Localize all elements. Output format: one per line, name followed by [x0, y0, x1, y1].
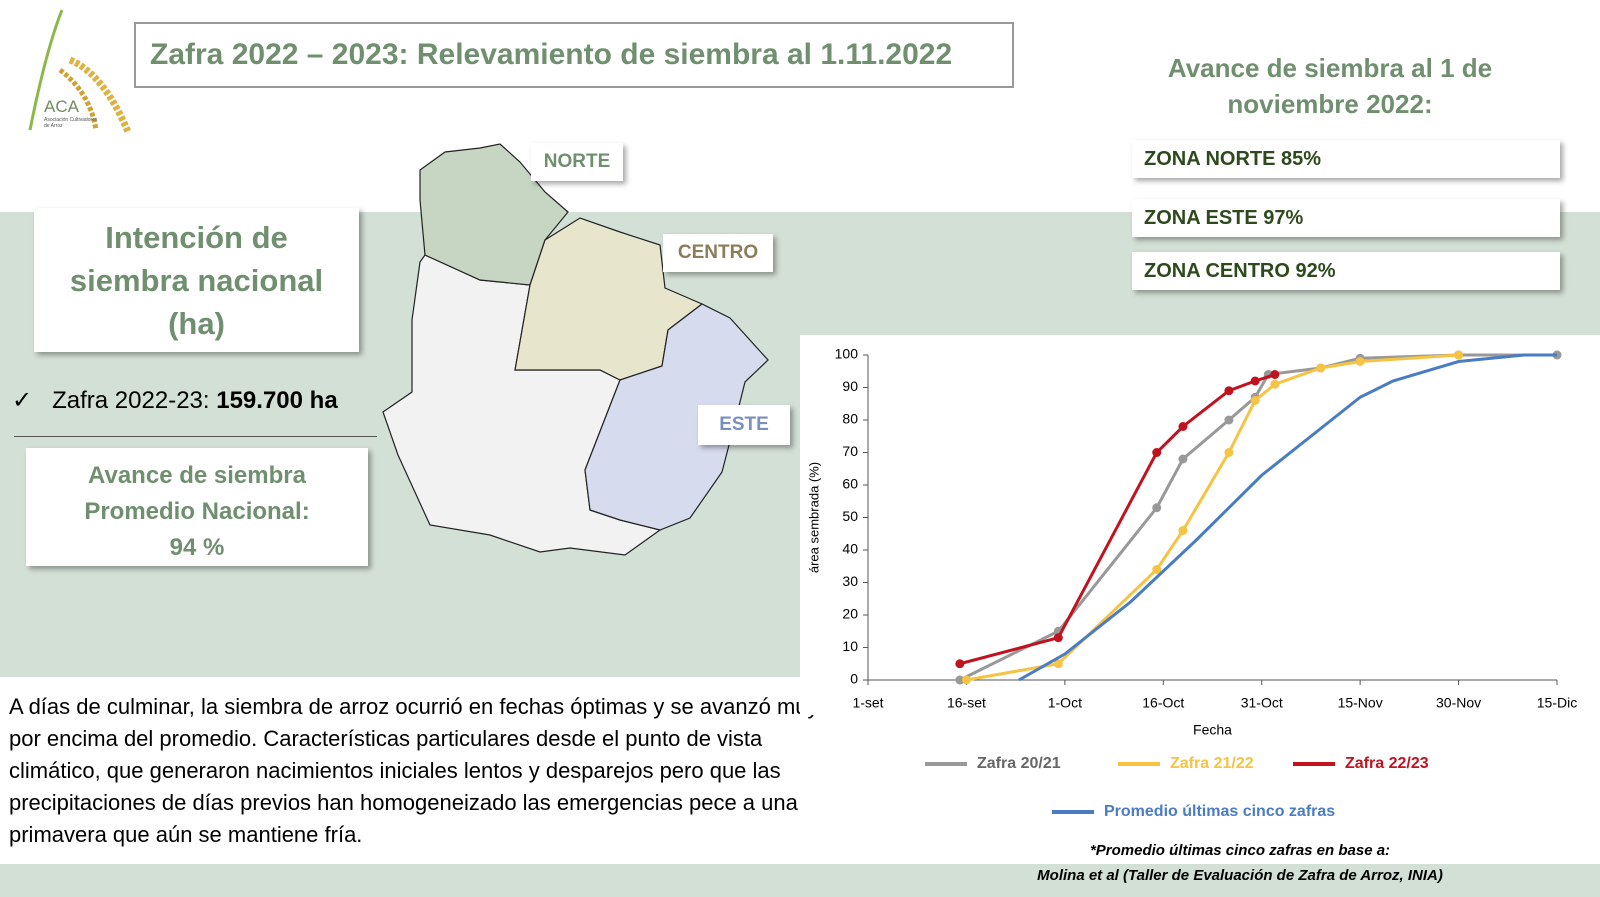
- point: [1454, 350, 1464, 360]
- map-label: ESTE: [698, 405, 790, 445]
- point: [1053, 659, 1063, 669]
- footnote-line: Molina et al (Taller de Evaluación de Za…: [1037, 867, 1443, 884]
- legend-label: Promedio últimas cinco zafras: [1104, 803, 1335, 820]
- y-tick-label: 40: [842, 541, 858, 557]
- logo-graphic: [28, 9, 132, 134]
- point: [1224, 386, 1234, 396]
- x-tick-label: 15-Dic: [1537, 695, 1577, 711]
- y-tick-label: 90: [842, 378, 858, 394]
- zone-item: ZONA CENTRO 92%: [1132, 252, 1560, 290]
- point: [961, 675, 971, 685]
- chart-bg: [800, 335, 1600, 715]
- y-tick-label: 0: [850, 671, 858, 687]
- footnote-line: *Promedio últimas cinco zafras en base a…: [1089, 842, 1391, 859]
- x-tick-label: 15-Nov: [1338, 695, 1383, 711]
- x-axis-label: Fecha: [1193, 722, 1232, 738]
- y-tick-label: 80: [842, 411, 858, 427]
- intention-title: Intención de siembra nacional (ha): [34, 208, 359, 352]
- national-value: 94 %: [169, 534, 225, 561]
- point: [1270, 370, 1280, 379]
- point: [955, 659, 965, 669]
- region-este: [584, 303, 769, 531]
- x-tick-label: 1-Oct: [1048, 695, 1082, 711]
- point: [1250, 396, 1260, 405]
- map-label: NORTE: [531, 143, 623, 181]
- point: [1224, 448, 1234, 457]
- intention-item: ✓ Zafra 2022-23: 159.700 ha: [12, 387, 338, 414]
- footnote: *Promedio últimas cinco zafras en base a…: [960, 838, 1520, 888]
- zones-title: Avance de siembra al 1 de noviembre 2022…: [1167, 53, 1493, 119]
- point: [1250, 376, 1260, 386]
- legend-label: Zafra 20/21: [977, 755, 1061, 772]
- zone-item: ZONA NORTE 85%: [1132, 140, 1560, 178]
- x-tick-label: 30-Nov: [1436, 695, 1481, 711]
- point: [1270, 379, 1280, 389]
- y-axis-label: área sembrada (%): [806, 462, 821, 573]
- point: [1178, 526, 1188, 535]
- point: [1316, 363, 1326, 373]
- national-box: Avance de siembra Promedio Nacional: 94 %: [26, 448, 368, 566]
- y-tick-label: 20: [842, 606, 858, 622]
- point: [1152, 448, 1162, 457]
- legend-label: Zafra 21/22: [1170, 755, 1254, 772]
- point: [1178, 454, 1188, 464]
- point: [1178, 422, 1188, 431]
- y-tick-label: 50: [842, 508, 858, 524]
- band-bottom: [0, 864, 1600, 897]
- point: [1053, 633, 1063, 643]
- series-line: [966, 353, 1459, 682]
- series-line: [959, 353, 1557, 682]
- y-tick-label: 70: [842, 443, 858, 459]
- divider: [14, 436, 377, 437]
- legend-label: Zafra 22/23: [1345, 755, 1429, 772]
- logo-name: ACA: [44, 97, 79, 116]
- title: Zafra 2022 – 2023: Relevamiento de siemb…: [150, 38, 953, 71]
- map-label: CENTRO: [663, 234, 773, 272]
- point: [1152, 565, 1162, 574]
- y-tick-label: 10: [842, 638, 858, 654]
- y-tick-label: 60: [842, 476, 858, 492]
- title-box: Zafra 2022 – 2023: Relevamiento de siemb…: [134, 22, 1014, 88]
- point: [1152, 503, 1162, 513]
- x-tick-label: 16-Oct: [1142, 695, 1184, 711]
- y-tick-label: 100: [835, 346, 859, 362]
- point: [1355, 357, 1365, 366]
- x-tick-label: 31-Oct: [1241, 695, 1283, 711]
- intention-value: 159.700 ha: [216, 387, 338, 414]
- zone-item: ZONA ESTE 97%: [1132, 199, 1560, 237]
- point: [1224, 415, 1234, 425]
- national-title: Avance de siembra Promedio Nacional:: [84, 462, 310, 525]
- body-text: A días de culminar, la siembra de arroz …: [9, 691, 844, 851]
- y-tick-label: 30: [842, 573, 858, 589]
- series-line: [1018, 353, 1557, 682]
- x-tick-label: 1-set: [852, 695, 883, 711]
- logo-subtitle: Asociación Cultivadores de Arroz: [44, 117, 98, 129]
- intention-label: Zafra 2022-23:: [52, 387, 210, 414]
- x-tick-label: 16-set: [947, 695, 986, 711]
- point: [955, 675, 965, 685]
